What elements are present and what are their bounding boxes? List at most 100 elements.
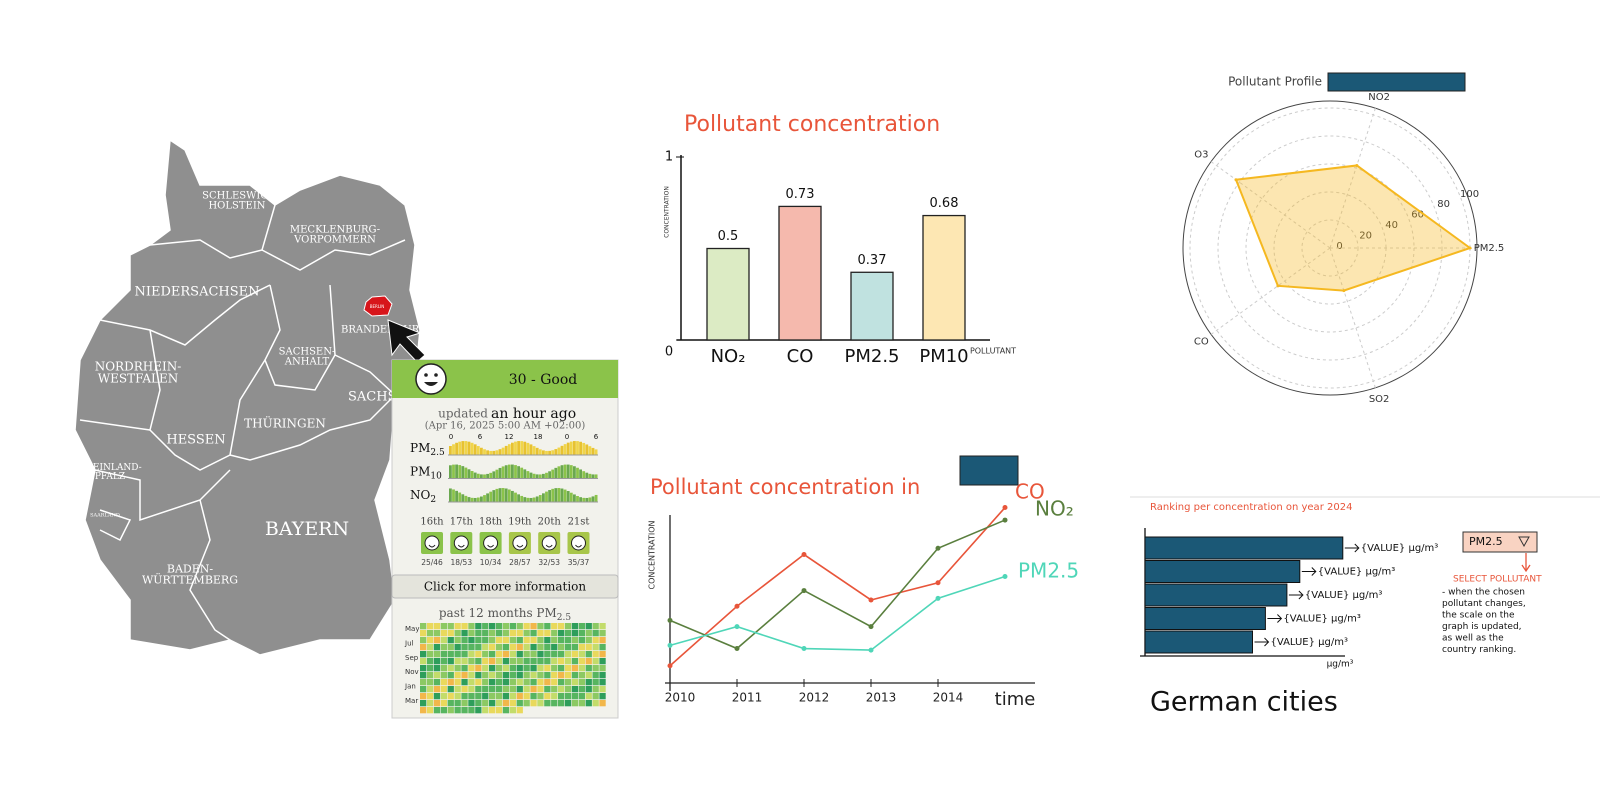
heatmap-cell — [475, 693, 482, 700]
sparkline-bar — [467, 497, 471, 502]
sparkline-bar — [486, 473, 489, 479]
heatmap-cell — [420, 637, 427, 644]
city-dropdown[interactable] — [959, 455, 1019, 486]
grid-spoke — [1210, 247, 1331, 335]
pollutant-dropdown[interactable] — [1327, 72, 1466, 92]
heatmap-cell — [530, 637, 537, 644]
heatmap-cell — [599, 672, 606, 679]
hour-tick: 12 — [505, 433, 514, 441]
heatmap-cell — [558, 686, 565, 693]
heatmap-cell — [440, 630, 447, 637]
heatmap-cell — [571, 658, 579, 665]
month-label: Nov — [405, 668, 419, 676]
heatmap-cell — [523, 623, 530, 630]
sparkline-bar — [585, 472, 589, 479]
heatmap-cell — [489, 665, 496, 672]
heatmap-cell — [454, 623, 461, 630]
dropdown-icon — [1518, 536, 1530, 548]
value-label: 0.68 — [930, 196, 959, 211]
heatmap-cell — [440, 658, 447, 665]
sparkline-bar — [511, 442, 514, 455]
heatmap-cell — [440, 665, 447, 672]
forecast-smile — [428, 544, 436, 548]
category-label: SO2 — [1369, 394, 1390, 405]
heatmap-cell — [447, 658, 454, 665]
heatmap-cell — [585, 658, 592, 665]
heatmap-cell — [495, 630, 503, 637]
region-label: BAYERN — [265, 518, 349, 540]
dropdown-label[interactable]: PM2.5 — [1469, 535, 1503, 548]
sparkline-bar — [573, 466, 576, 479]
heatmap-cell — [599, 658, 606, 665]
heatmap-cell — [426, 630, 434, 637]
heatmap-cell — [516, 700, 523, 707]
heatmap-cell — [468, 686, 475, 693]
sparkline-bar — [514, 492, 517, 502]
sparkline-bar — [517, 466, 520, 479]
sparkline-bar — [452, 444, 455, 455]
sparkline-bar — [498, 449, 502, 455]
sparkline-bar — [557, 447, 561, 455]
sparkline-bar — [545, 450, 548, 455]
sparkline-bar — [452, 464, 455, 479]
heatmap-cell — [433, 700, 441, 707]
hour-tick: 0 — [449, 433, 453, 441]
button-label[interactable]: Click for more information — [424, 580, 587, 594]
heatmap-cell — [592, 644, 599, 651]
series-label: PM2.5 — [1018, 559, 1079, 583]
heatmap-cell — [599, 700, 606, 707]
heatmap-cell — [558, 658, 565, 665]
label-arrow — [1301, 567, 1317, 576]
heatmap-cell — [599, 686, 606, 693]
sparkline-bar — [566, 442, 570, 455]
grid-spoke — [1329, 247, 1376, 388]
pollutant-label: NO2 — [410, 488, 436, 505]
heatmap-cell — [537, 700, 544, 707]
heatmap-cell — [571, 644, 579, 651]
heatmap-cell — [544, 637, 551, 644]
x-tick-label: 2013 — [866, 691, 897, 705]
line-point — [734, 603, 740, 609]
heatmap-cell — [482, 700, 489, 707]
forecast-face — [453, 535, 469, 551]
sparkline-bar — [566, 464, 570, 479]
sparkline-bar — [532, 473, 536, 479]
pollutant-subscript: 2 — [430, 495, 436, 505]
heatmap-cell — [447, 665, 454, 672]
forecast-smile — [575, 544, 582, 548]
heatmap-cell — [509, 700, 516, 707]
sparkline-bar — [545, 491, 548, 502]
more-info-button[interactable] — [391, 574, 619, 599]
x-axis-label: time — [995, 689, 1036, 710]
region-label: SACHSEN- — [279, 347, 336, 358]
heatmap-cell — [585, 651, 592, 658]
heatmap-cell — [558, 693, 565, 700]
forecast-range: 18/53 — [450, 558, 472, 567]
heatmap-cell — [420, 651, 427, 658]
note-line: as well as the — [1442, 634, 1504, 644]
pollutant-name: PM — [410, 464, 430, 478]
heatmap-cell — [585, 644, 592, 651]
value-label: {VALUE} µg/m³ — [1318, 567, 1396, 578]
sparkline-bar — [538, 474, 542, 479]
heatmap-cell — [537, 679, 544, 686]
line-point — [935, 580, 941, 586]
heatmap-cell — [599, 630, 606, 637]
sparkline-bar — [470, 471, 474, 479]
heatmap-cell — [475, 623, 482, 630]
month-label: Jan — [404, 683, 416, 691]
heatmap-cell — [475, 658, 482, 665]
timestamp: (Apr 16, 2025 5:00 AM +02:00) — [425, 421, 586, 432]
line-point — [734, 624, 740, 630]
heatmap-cell — [454, 644, 461, 651]
heatmap-cell — [420, 700, 427, 707]
heatmap-cell — [537, 623, 544, 630]
heatmap-cell — [558, 700, 565, 707]
sparkline-bar — [576, 495, 579, 502]
sparkline-bar — [582, 442, 586, 455]
sparkline-bar — [511, 490, 514, 502]
x-tick-label: 2011 — [732, 691, 763, 705]
heatmap-cell — [509, 623, 516, 630]
heatmap-cell — [578, 637, 585, 644]
heatmap-cell — [489, 686, 496, 693]
